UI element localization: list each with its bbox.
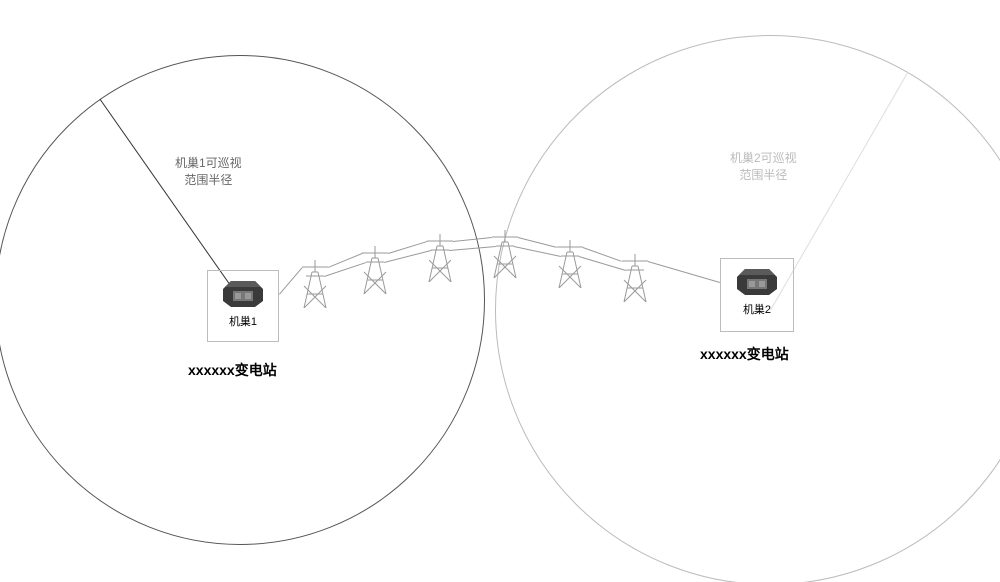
substation-label-1: xxxxxx变电站 xyxy=(188,360,277,380)
drone-nest-icon xyxy=(221,279,265,309)
radius-label-1: 机巢1可巡视 范围半径 xyxy=(175,155,242,189)
drone-nest-icon xyxy=(735,267,779,297)
tower-icon xyxy=(620,252,650,302)
radius-label-1-line1: 机巢1可巡视 xyxy=(175,156,242,170)
tower-icon xyxy=(555,238,585,288)
radius-label-2-line2: 范围半径 xyxy=(739,168,787,182)
radius-label-2: 机巢2可巡视 范围半径 xyxy=(730,150,797,184)
tower-icon xyxy=(360,244,390,294)
nest-label-1: 机巢1 xyxy=(208,313,278,329)
tower-icon xyxy=(300,258,330,308)
tower-icon xyxy=(490,228,520,278)
diagram-stage: 机巢1可巡视 范围半径 机巢2可巡视 范围半径 机巢1 xxxxxx变电站 机巢… xyxy=(0,0,1000,582)
substation-label-2: xxxxxx变电站 xyxy=(700,344,789,364)
tower-icon xyxy=(425,232,455,282)
nest-box-2: 机巢2 xyxy=(720,258,794,332)
radius-label-2-line1: 机巢2可巡视 xyxy=(730,151,797,165)
radius-label-1-line2: 范围半径 xyxy=(184,173,232,187)
nest-label-2: 机巢2 xyxy=(721,301,793,317)
nest-box-1: 机巢1 xyxy=(207,270,279,342)
